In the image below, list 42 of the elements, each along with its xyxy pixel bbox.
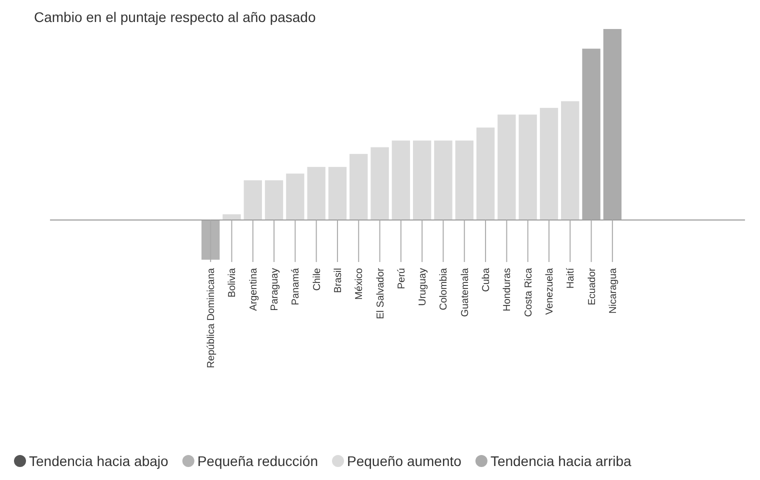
bar: [518, 114, 537, 220]
bar: [434, 140, 452, 220]
chart-title: Cambio en el puntaje respecto al año pasado: [34, 9, 316, 25]
x-tick-label: Colombia: [438, 268, 450, 310]
bar: [244, 180, 262, 220]
x-tick-label: Guatemala: [460, 268, 471, 317]
x-tick-label: Nicaragua: [608, 268, 619, 314]
bar: [264, 180, 284, 220]
bar: [370, 147, 389, 220]
legend-label: Tendencia hacia abajo: [29, 453, 169, 469]
bar: [455, 140, 474, 220]
bar: [392, 140, 410, 220]
x-tick-label: Chile: [312, 268, 323, 291]
x-tick-label: Venezuela: [544, 268, 556, 315]
x-tick-label: Ecuador: [586, 267, 598, 306]
x-tick-label: Panamá: [290, 268, 302, 306]
x-tick-label: Perú: [396, 268, 408, 290]
x-tick-label: Argentina: [248, 268, 260, 311]
bar: [561, 101, 580, 220]
bar: [540, 108, 558, 220]
x-tick-label: Bolivia: [227, 268, 238, 298]
bar: [498, 114, 516, 220]
legend-label: Pequeño aumento: [347, 453, 462, 469]
x-tick-label: Brasil: [332, 268, 344, 294]
x-tick-label: República Dominicana: [206, 268, 218, 368]
x-tick-label: Haití: [566, 268, 577, 289]
x-tick-label: Honduras: [502, 268, 514, 312]
x-tick-label: México: [354, 268, 366, 300]
bar: [412, 140, 432, 220]
bar: [328, 166, 347, 220]
bar: [201, 220, 220, 260]
legend-label: Pequeña reducción: [197, 453, 318, 469]
x-tick-label: Costa Rica: [523, 268, 534, 317]
x-tick-label: El Salvador: [375, 267, 386, 320]
x-tick-label: Paraguay: [270, 268, 281, 311]
bar: [286, 174, 304, 220]
x-tick-label: Uruguay: [418, 268, 429, 306]
bar: [350, 154, 368, 220]
x-tick-label: Cuba: [481, 268, 492, 292]
bar: [307, 166, 326, 220]
legend-label: Tendencia hacia arriba: [490, 453, 632, 469]
bar: [476, 128, 495, 220]
